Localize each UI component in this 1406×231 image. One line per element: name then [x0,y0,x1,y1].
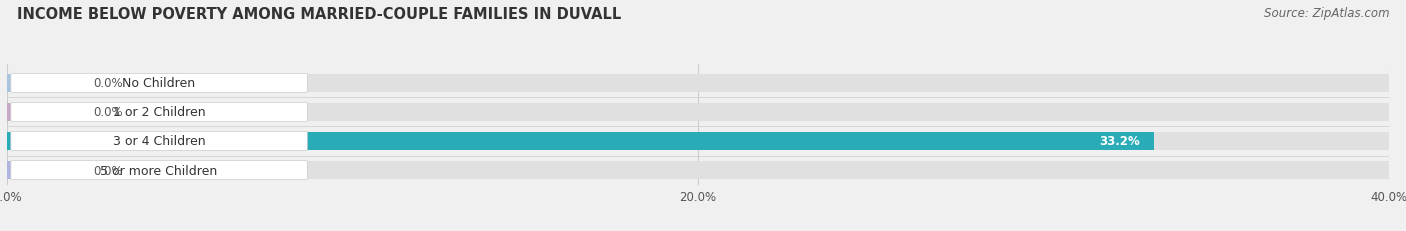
Text: 33.2%: 33.2% [1099,135,1140,148]
Text: 5 or more Children: 5 or more Children [100,164,218,177]
Bar [7,103,1389,122]
FancyBboxPatch shape [11,161,308,180]
Text: 0.0%: 0.0% [93,106,124,119]
Text: 1 or 2 Children: 1 or 2 Children [112,106,205,119]
Text: 0.0%: 0.0% [93,164,124,177]
Text: 0.0%: 0.0% [93,77,124,90]
FancyBboxPatch shape [11,103,308,122]
Bar [7,75,76,92]
Bar [7,132,1389,150]
Text: INCOME BELOW POVERTY AMONG MARRIED-COUPLE FAMILIES IN DUVALL: INCOME BELOW POVERTY AMONG MARRIED-COUPL… [17,7,621,22]
Bar [7,132,1154,150]
Bar [7,75,1389,92]
FancyBboxPatch shape [11,132,308,151]
Bar [7,161,76,179]
Bar [7,161,1389,179]
Bar [7,103,76,122]
Text: No Children: No Children [122,77,195,90]
FancyBboxPatch shape [11,74,308,93]
Text: Source: ZipAtlas.com: Source: ZipAtlas.com [1264,7,1389,20]
Text: 3 or 4 Children: 3 or 4 Children [112,135,205,148]
